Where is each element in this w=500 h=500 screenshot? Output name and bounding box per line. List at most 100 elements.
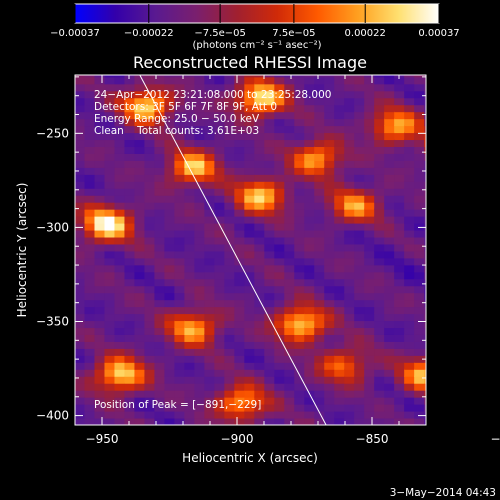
heatmap-cell (194, 264, 206, 273)
heatmap-cell (144, 243, 156, 252)
heatmap-cell (434, 278, 445, 286)
heatmap-cell (374, 62, 385, 70)
heatmap-cell (75, 313, 86, 322)
heatmap-cell (274, 111, 286, 120)
heatmap-cell (234, 278, 246, 287)
footer-date: 3−May−2014 04:43 (390, 487, 496, 499)
heatmap-cell (234, 257, 246, 266)
heatmap-cell (264, 306, 276, 315)
heatmap-cell (134, 347, 146, 356)
heatmap-cell (284, 97, 296, 106)
heatmap-cell (384, 264, 396, 273)
heatmap-cell (304, 180, 316, 189)
heatmap-cell (234, 215, 246, 224)
heatmap-cell (314, 125, 326, 134)
heatmap-cell (194, 125, 206, 134)
heatmap-cell (154, 173, 166, 182)
x-tick-label: −900 (221, 432, 254, 446)
x-tick-label: −850 (356, 432, 389, 446)
heatmap-cell (194, 271, 206, 280)
heatmap-cell (384, 208, 396, 217)
annotation-energy: Energy Range: 25.0 − 50.0 keV (94, 113, 260, 125)
heatmap-cell (394, 222, 406, 231)
heatmap-cell (364, 389, 376, 398)
heatmap-cell (324, 243, 336, 252)
heatmap-cell (75, 292, 86, 301)
heatmap-cell (94, 347, 106, 356)
heatmap-cell (94, 194, 106, 203)
heatmap-cell (274, 327, 286, 335)
heatmap-cell (274, 215, 286, 224)
heatmap-cell (394, 382, 406, 391)
heatmap-cell (374, 159, 386, 168)
heatmap-cell (294, 333, 306, 342)
heatmap-cell (334, 375, 346, 384)
heatmap-cell (334, 187, 346, 196)
heatmap-cell (114, 76, 126, 85)
heatmap-cell (164, 299, 176, 308)
heatmap-cell (84, 375, 96, 384)
heatmap-cell (184, 375, 196, 384)
heatmap-cell (384, 382, 396, 391)
heatmap-cell (75, 75, 86, 78)
heatmap-cell (374, 139, 386, 148)
heatmap-cell (214, 187, 226, 196)
heatmap-cell (414, 257, 426, 266)
heatmap-cell (144, 118, 156, 127)
heatmap-cell (354, 201, 366, 210)
heatmap-cell (134, 320, 146, 329)
heatmap-cell (224, 292, 236, 301)
heatmap-cell (214, 382, 226, 391)
heatmap-cell (284, 354, 296, 363)
heatmap-cell (174, 166, 186, 175)
heatmap-cell (194, 389, 206, 398)
heatmap-cell (174, 215, 186, 224)
heatmap-cell (304, 104, 316, 113)
heatmap-cell (324, 340, 336, 349)
heatmap-cell (304, 90, 316, 99)
heatmap-cell (124, 146, 136, 154)
heatmap-cell (424, 180, 426, 189)
heatmap-cell (144, 299, 156, 308)
heatmap-cell (284, 132, 296, 141)
heatmap-cell (154, 180, 166, 189)
heatmap-cell (134, 368, 146, 377)
heatmap-cell (354, 327, 366, 335)
heatmap-cell (394, 215, 406, 224)
heatmap-cell (404, 320, 416, 329)
heatmap-cell (394, 76, 406, 85)
heatmap-cell (144, 382, 156, 391)
heatmap-cell (114, 333, 126, 342)
heatmap-cell (264, 264, 276, 273)
heatmap-cell (214, 368, 226, 377)
heatmap-cell (434, 195, 445, 203)
heatmap-cell (104, 173, 116, 182)
heatmap-cell (264, 146, 276, 154)
heatmap-cell (414, 320, 426, 329)
colorbar-tick-label: −0.00022 (124, 28, 174, 39)
heatmap-cell (164, 361, 176, 370)
heatmap-cell (284, 159, 296, 168)
heatmap-cell (364, 271, 376, 280)
heatmap-cell (104, 278, 116, 287)
heatmap-cell (184, 320, 196, 329)
heatmap-cell (334, 264, 346, 273)
heatmap-cell (144, 389, 156, 398)
heatmap-cell (164, 292, 176, 301)
heatmap-cell (204, 361, 216, 370)
heatmap-cell (414, 201, 426, 210)
heatmap-cell (374, 368, 386, 377)
heatmap-cell (374, 250, 386, 259)
heatmap-cell (214, 292, 226, 301)
heatmap-cell (94, 417, 106, 425)
heatmap-cell (294, 215, 306, 224)
heatmap-cell (414, 299, 426, 308)
heatmap-cell (84, 215, 96, 224)
heatmap-cell (294, 104, 306, 113)
heatmap-cell (254, 229, 266, 238)
heatmap-cell (284, 236, 296, 245)
heatmap-cell (374, 132, 386, 141)
heatmap-cell (194, 375, 206, 384)
heatmap-cell (384, 243, 396, 252)
heatmap-cell (224, 396, 236, 405)
